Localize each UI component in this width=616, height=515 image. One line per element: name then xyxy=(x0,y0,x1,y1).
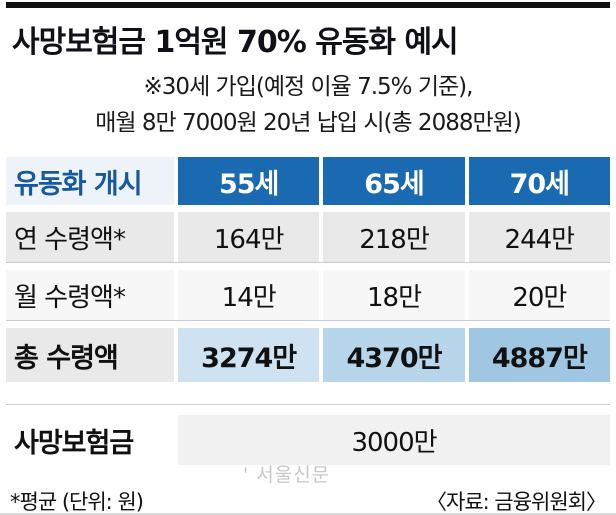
table-header-row: 유동화 개시 55세 65세 70세 xyxy=(6,157,610,206)
row-label-monthly-payout: 월 수령액* xyxy=(6,270,174,321)
header-label-liquidation-start: 유동화 개시 xyxy=(6,157,174,206)
liquidation-table: 유동화 개시 55세 65세 70세 연 수령액* 164만 218만 244만… xyxy=(6,157,610,466)
row-label-annual-payout: 연 수령액* xyxy=(6,212,174,263)
cell-total-55: 3274만 xyxy=(178,328,320,383)
cell-annual-55: 164만 xyxy=(178,212,320,263)
cell-total-70: 4887만 xyxy=(468,328,610,383)
subtitle-line-2: 매월 8만 7000원 20년 납입 시(총 2088만원) xyxy=(95,109,522,136)
cell-annual-70: 244만 xyxy=(468,212,610,263)
header-col-age-65: 65세 xyxy=(323,157,465,206)
table-row-annual-payout: 연 수령액* 164만 218만 244만 xyxy=(6,212,610,264)
subtitle: ※30세 가입(예정 이율 7.5% 기준), 매월 8만 7000원 20년 … xyxy=(6,70,610,145)
table-row-death-benefit: 사망보험금 3000만 xyxy=(6,404,610,466)
cell-monthly-55: 14만 xyxy=(178,270,320,321)
row-label-death-benefit: 사망보험금 xyxy=(6,415,174,466)
header-col-age-70: 70세 xyxy=(468,157,610,206)
footnote-source: 〈자료: 금융위원회〉 xyxy=(426,490,607,515)
footnotes: *평균 (단위: 원) 〈자료: 금융위원회〉 xyxy=(6,472,610,515)
table-row-monthly-payout: 월 수령액* 14만 18만 20만 xyxy=(6,270,610,322)
cell-death-benefit-value: 3000만 xyxy=(178,415,610,466)
cell-monthly-70: 20만 xyxy=(468,270,610,321)
page-title: 사망보험금 1억원 70% 유동화 예시 xyxy=(12,25,459,60)
top-rule xyxy=(6,2,610,8)
footnote-average-unit: *평균 (단위: 원) xyxy=(10,490,144,515)
cell-monthly-65: 18만 xyxy=(323,270,465,321)
subtitle-line-1: ※30세 가입(예정 이율 7.5% 기준), xyxy=(143,74,474,100)
cell-annual-65: 218만 xyxy=(323,212,465,263)
row-label-total-payout: 총 수령액 xyxy=(6,328,174,383)
header-col-age-55: 55세 xyxy=(178,157,320,206)
cell-total-65: 4370만 xyxy=(323,328,465,383)
table-row-total-payout: 총 수령액 3274만 4370만 4887만 xyxy=(6,328,610,383)
